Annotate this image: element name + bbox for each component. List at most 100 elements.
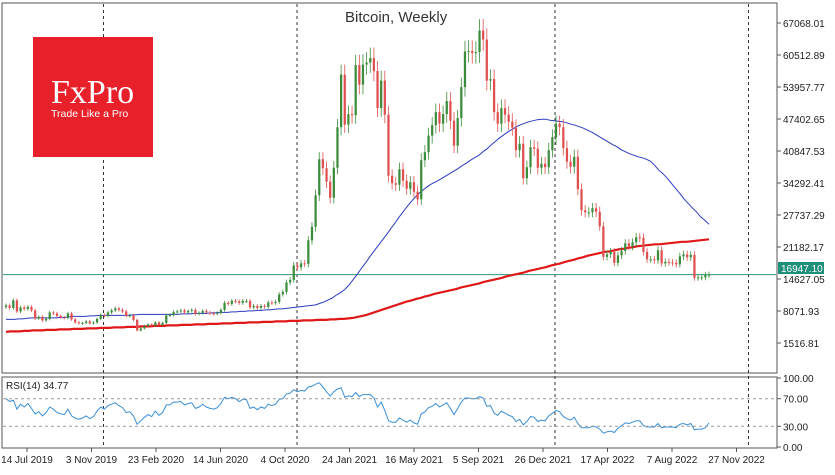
- candle-body: [150, 324, 153, 326]
- candle-body: [66, 313, 70, 318]
- candle-body: [176, 311, 179, 313]
- candle-body: [34, 310, 37, 319]
- candle-body: [456, 118, 459, 146]
- candle-body: [194, 309, 197, 314]
- candle-body: [41, 316, 44, 321]
- candle-body: [216, 312, 219, 314]
- candle-body: [212, 313, 215, 315]
- candle-body: [569, 161, 572, 167]
- candle-body: [117, 308, 121, 310]
- candle-body: [554, 123, 558, 138]
- rsi-title: RSI(14) 34.77: [6, 381, 69, 392]
- candle-body: [252, 305, 255, 308]
- candle-body: [576, 156, 579, 190]
- candle-body: [689, 254, 692, 258]
- period-separators: [103, 4, 749, 447]
- candle-body: [631, 242, 634, 247]
- rsi-line: [5, 382, 710, 434]
- candle-body: [172, 311, 175, 315]
- candle-body: [190, 309, 193, 311]
- time-tick-label: 3 Nov 2019: [66, 455, 118, 466]
- candle-body: [143, 325, 146, 329]
- price-tick-label: 53957.77: [783, 83, 825, 94]
- candle-body: [543, 163, 547, 168]
- candle-body: [121, 309, 124, 312]
- candle-body: [310, 226, 314, 241]
- candle-body: [106, 312, 110, 316]
- candle-body: [241, 300, 244, 303]
- candle-body: [594, 208, 598, 212]
- candle-body: [460, 87, 463, 119]
- price-axis: 67068.01 60512.89 53957.77 47402.65 40847.53…: [777, 19, 825, 350]
- candle-body: [478, 30, 481, 53]
- current-price-tag: [778, 262, 824, 274]
- candle-body: [85, 321, 88, 323]
- candle-body: [485, 39, 488, 81]
- price-tick-label: 67068.01: [783, 19, 825, 30]
- candle-body: [270, 302, 274, 304]
- time-axis: 14 Jul 2019 3 Nov 2019 23 Feb 2020 14 Jun 2…: [1, 448, 765, 466]
- main-panel-frame: [1, 2, 778, 374]
- candle-body: [347, 114, 350, 125]
- candle-body: [110, 310, 113, 313]
- time-tick-label: 24 Jan 2021: [322, 455, 377, 466]
- candle-body: [398, 169, 401, 185]
- candle-body: [259, 305, 263, 308]
- long-moving-average: [5, 238, 710, 333]
- candle-body: [518, 143, 521, 151]
- candle-body: [248, 300, 252, 308]
- time-tick-label: 27 Nov 2022: [708, 455, 765, 466]
- candle-body: [230, 300, 233, 304]
- candle-body: [416, 191, 419, 200]
- candle-body: [205, 310, 208, 313]
- candle-body: [529, 147, 532, 168]
- candle-body: [492, 79, 496, 113]
- candle-body: [602, 226, 605, 257]
- candle-body: [314, 195, 317, 227]
- candle-body: [23, 307, 26, 309]
- candle-body: [48, 312, 51, 319]
- candle-body: [274, 301, 277, 303]
- time-tick-label: 14 Jun 2020: [193, 455, 248, 466]
- candle-body: [467, 51, 470, 53]
- candle-body: [445, 101, 448, 115]
- candle-body: [707, 274, 711, 276]
- candle-body: [638, 237, 641, 239]
- candle-body: [551, 137, 554, 151]
- candle-body: [44, 318, 48, 321]
- long-ma-line: [5, 238, 710, 333]
- candle-body: [452, 120, 456, 146]
- candle-body: [74, 319, 77, 323]
- candle-body: [95, 318, 99, 323]
- candle-body: [281, 291, 284, 295]
- price-tick-label: 14627.05: [783, 275, 825, 286]
- candle-body: [642, 237, 645, 252]
- candle-body: [103, 314, 106, 316]
- candle-body: [318, 159, 321, 196]
- candle-body: [507, 114, 510, 122]
- candle-body: [496, 112, 499, 124]
- candle-body: [616, 255, 620, 263]
- candle-body: [525, 167, 528, 179]
- candle-body: [584, 210, 587, 213]
- candle-body: [329, 181, 332, 198]
- candle-body: [503, 108, 507, 115]
- candle-body: [223, 302, 226, 310]
- candle-body: [332, 167, 335, 198]
- candle-body: [420, 160, 423, 200]
- candle-body: [336, 127, 339, 168]
- time-tick-label: 16 May 2021: [385, 455, 443, 466]
- candle-body: [580, 189, 583, 211]
- candle-body: [146, 324, 150, 326]
- candle-body: [128, 315, 131, 317]
- candle-body: [675, 262, 678, 265]
- rsi-tick-label: 100.00: [783, 374, 814, 385]
- candle-body: [197, 312, 201, 314]
- candle-body: [70, 313, 73, 320]
- candle-body: [114, 308, 117, 311]
- candle-body: [303, 263, 306, 265]
- candle-body: [12, 300, 15, 308]
- candle-body: [19, 307, 22, 312]
- candle-body: [15, 300, 19, 312]
